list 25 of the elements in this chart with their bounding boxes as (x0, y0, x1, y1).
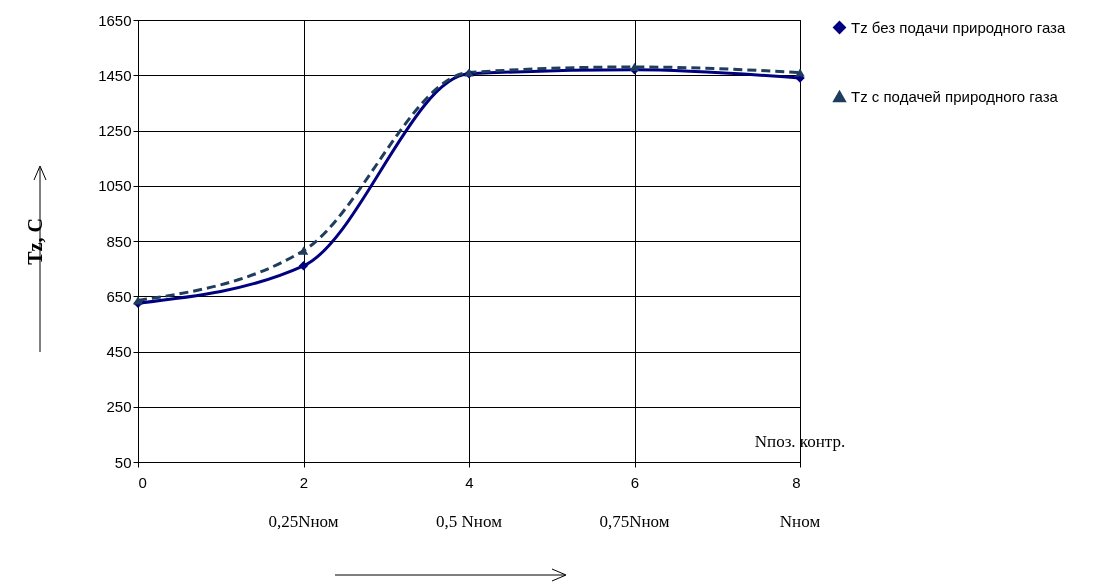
y-tick-label: 450 (106, 343, 132, 360)
x-tick-label: 8 (792, 473, 801, 491)
x-tick-label: 6 (630, 473, 640, 491)
x-tick-label: 4 (465, 473, 474, 491)
point (298, 246, 309, 255)
legend-label: Tz без подачи природного газа (851, 18, 1066, 36)
annotation: Nпоз. контр. (754, 432, 846, 451)
point (795, 68, 805, 77)
text: 0,25Nном (268, 512, 339, 531)
y-axis-title: Tz, C (24, 218, 47, 265)
legend-label: Tz с подачей природного газа (851, 87, 1059, 105)
y-tick-label: 1650 (98, 11, 132, 29)
point (298, 261, 309, 271)
y-tick-label: 1450 (98, 66, 132, 84)
x-tick-label: 2 (299, 473, 309, 491)
x-tick-label: 0 (138, 473, 147, 491)
text: 0,75Nном (599, 512, 670, 531)
y-tick-label: 250 (106, 398, 132, 416)
y-tick-label: 850 (106, 232, 132, 250)
y-tick-label: 50 (114, 453, 132, 471)
text: Nном (779, 512, 821, 531)
y-tick-label: 1050 (98, 177, 132, 195)
y-tick-label: 650 (106, 287, 132, 305)
y-tick-label: 1250 (98, 122, 132, 139)
text: 0,5 Nном (436, 512, 503, 531)
